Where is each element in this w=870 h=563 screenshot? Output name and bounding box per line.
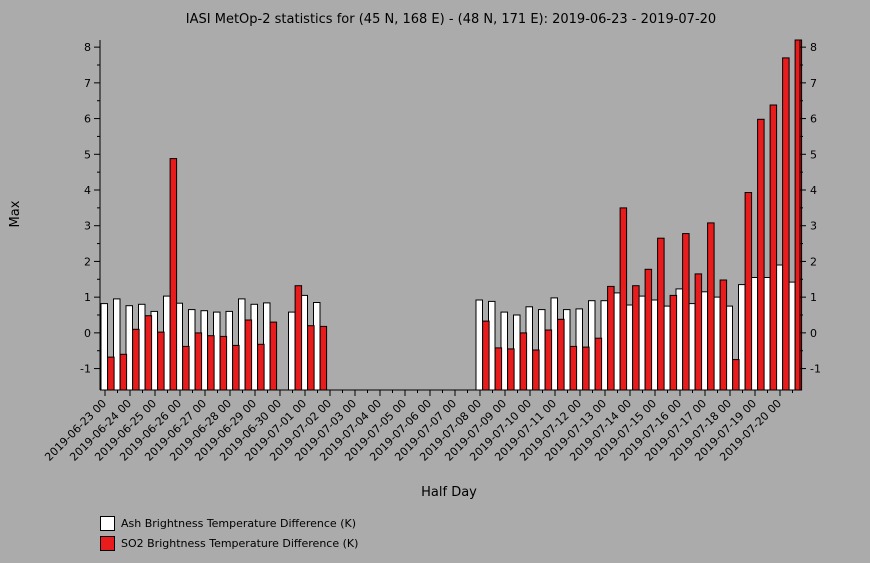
so2-bar <box>582 346 590 391</box>
y-tick-label: 8 <box>84 41 91 54</box>
so2-bar <box>207 335 215 391</box>
so2-bar <box>632 285 640 391</box>
so2-bar <box>619 207 628 391</box>
so2-bar <box>532 349 540 391</box>
y-tick-label: 5 <box>84 148 91 161</box>
so2-bar <box>307 325 315 391</box>
y-tick-label-right: 0 <box>810 327 817 340</box>
legend-item-ash: Ash Brightness Temperature Difference (K… <box>100 513 358 533</box>
ash-bar <box>475 299 483 391</box>
so2-bar <box>732 359 740 391</box>
so2-bar <box>719 279 728 391</box>
y-tick-label: 0 <box>84 327 91 340</box>
so2-bar <box>682 233 690 391</box>
so2-bar <box>319 325 328 391</box>
legend-swatch-so2 <box>100 535 115 551</box>
so2-bar <box>107 356 115 391</box>
y-tick-label-right: 8 <box>810 41 817 54</box>
so2-bar <box>169 158 178 391</box>
y-tick-label: 7 <box>84 77 91 90</box>
y-tick-label: 1 <box>84 291 91 304</box>
y-tick-label: 6 <box>84 113 91 126</box>
so2-bar <box>557 318 565 391</box>
so2-bar <box>294 285 303 391</box>
so2-bar <box>494 347 503 391</box>
y-tick-label-right: 6 <box>810 113 817 126</box>
so2-bar <box>544 329 553 391</box>
chart-title: IASI MetOp-2 statistics for (45 N, 168 E… <box>186 12 716 27</box>
so2-bar <box>232 344 240 391</box>
so2-bar <box>257 343 265 391</box>
y-tick-label: 4 <box>84 184 91 197</box>
y-tick-label: 2 <box>84 255 91 268</box>
so2-bar <box>182 345 190 391</box>
so2-bar <box>669 294 678 391</box>
y-axis-label: Max <box>8 200 23 227</box>
legend: Ash Brightness Temperature Difference (K… <box>100 513 358 553</box>
so2-bar <box>507 348 515 391</box>
so2-bar <box>144 315 153 391</box>
ash-bar <box>100 303 108 391</box>
so2-bar <box>482 320 490 391</box>
legend-item-so2: SO2 Brightness Temperature Difference (K… <box>100 533 358 553</box>
x-axis-label: Half Day <box>421 485 477 500</box>
so2-bar <box>219 335 228 391</box>
so2-bar <box>744 192 753 391</box>
y-tick-label: -1 <box>80 363 91 376</box>
so2-bar <box>132 328 140 391</box>
so2-bar <box>607 285 615 391</box>
so2-bar <box>794 39 803 391</box>
y-tick-label-right: 1 <box>810 291 817 304</box>
so2-bar <box>569 345 578 391</box>
y-tick-label-right: 3 <box>810 220 817 233</box>
legend-label-so2: SO2 Brightness Temperature Difference (K… <box>121 536 359 550</box>
so2-bar <box>157 331 165 391</box>
so2-bar <box>194 332 203 391</box>
legend-swatch-ash <box>100 515 115 531</box>
so2-bar <box>119 353 128 391</box>
so2-bar <box>644 268 653 391</box>
so2-bar <box>782 57 790 391</box>
y-tick-label-right: 4 <box>810 184 817 197</box>
y-tick-label-right: 5 <box>810 148 817 161</box>
so2-bar <box>657 237 665 391</box>
ash-bar <box>288 311 296 391</box>
y-tick-label-right: 2 <box>810 255 817 268</box>
so2-bar <box>594 337 603 391</box>
so2-bar <box>244 319 253 391</box>
so2-bar <box>519 332 528 391</box>
y-tick-label: 3 <box>84 220 91 233</box>
so2-bar <box>269 321 278 391</box>
y-tick-label-right: 7 <box>810 77 817 90</box>
so2-bar <box>707 222 715 391</box>
y-tick-label-right: -1 <box>810 363 821 376</box>
so2-bar <box>694 273 703 391</box>
legend-label-ash: Ash Brightness Temperature Difference (K… <box>121 516 356 530</box>
so2-bar <box>757 118 765 391</box>
so2-bar <box>769 104 778 391</box>
